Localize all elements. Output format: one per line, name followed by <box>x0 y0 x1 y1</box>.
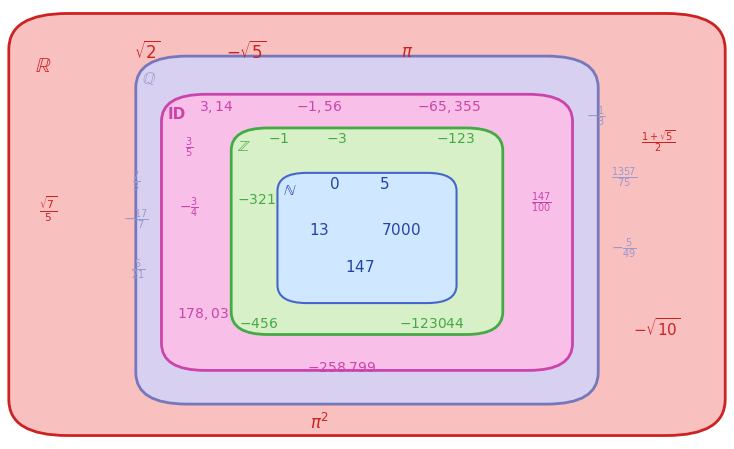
FancyBboxPatch shape <box>161 94 573 370</box>
Text: $-\sqrt{10}$: $-\sqrt{10}$ <box>633 317 680 339</box>
Text: $-123$: $-123$ <box>435 132 475 146</box>
Text: $-3$: $-3$ <box>325 132 347 146</box>
Text: $\frac{1+\sqrt{5}}{2}$: $\frac{1+\sqrt{5}}{2}$ <box>642 128 675 154</box>
Text: $-\frac{1}{3}$: $-\frac{1}{3}$ <box>586 105 606 129</box>
Text: $-65,355$: $-65,355$ <box>418 99 481 115</box>
Text: $0$: $0$ <box>329 176 339 192</box>
Text: $\frac{5}{21}$: $\frac{5}{21}$ <box>131 257 145 282</box>
Text: $5$: $5$ <box>379 176 389 192</box>
Text: $178,03$: $178,03$ <box>178 306 229 322</box>
Text: $\pi$: $\pi$ <box>401 43 413 61</box>
Text: $-321$: $-321$ <box>237 193 277 207</box>
FancyBboxPatch shape <box>277 173 457 303</box>
Text: ID: ID <box>167 107 186 122</box>
Text: $\frac{7}{3}$: $\frac{7}{3}$ <box>131 170 140 194</box>
Text: $\frac{3}{5}$: $\frac{3}{5}$ <box>185 136 194 160</box>
Text: $\frac{1357}{75}$: $\frac{1357}{75}$ <box>611 165 637 189</box>
Text: $\mathbb{R}$: $\mathbb{R}$ <box>35 56 51 76</box>
Text: $3,14$: $3,14$ <box>199 99 234 115</box>
Text: $\mathbb{N}$: $\mathbb{N}$ <box>283 183 297 198</box>
Text: $\pi^2$: $\pi^2$ <box>310 413 329 433</box>
Text: $-456$: $-456$ <box>239 317 279 331</box>
Text: $\frac{\sqrt{7}}{5}$: $\frac{\sqrt{7}}{5}$ <box>39 194 57 224</box>
Text: $\mathbb{Q}$: $\mathbb{Q}$ <box>142 70 156 88</box>
Text: $7000$: $7000$ <box>381 222 421 238</box>
Text: $13$: $13$ <box>309 222 330 238</box>
FancyBboxPatch shape <box>136 56 598 404</box>
Text: $\sqrt{2}$: $\sqrt{2}$ <box>134 40 160 63</box>
Text: $\frac{147}{100}$: $\frac{147}{100}$ <box>531 191 551 215</box>
Text: $-123044$: $-123044$ <box>399 317 465 331</box>
Text: $-\frac{5}{49}$: $-\frac{5}{49}$ <box>611 237 637 261</box>
FancyBboxPatch shape <box>231 128 503 335</box>
Text: $-1$: $-1$ <box>269 132 289 146</box>
Text: $-\frac{17}{7}$: $-\frac{17}{7}$ <box>123 208 149 232</box>
Text: $-1,56$: $-1,56$ <box>296 99 343 115</box>
Text: $\mathbb{Z}$: $\mathbb{Z}$ <box>237 139 250 154</box>
Text: $-\frac{3}{4}$: $-\frac{3}{4}$ <box>180 196 199 220</box>
FancyBboxPatch shape <box>9 13 725 436</box>
Text: $-\sqrt{5}$: $-\sqrt{5}$ <box>226 40 266 63</box>
Text: $-258.799$: $-258.799$ <box>307 361 376 375</box>
Text: $147$: $147$ <box>345 259 374 275</box>
